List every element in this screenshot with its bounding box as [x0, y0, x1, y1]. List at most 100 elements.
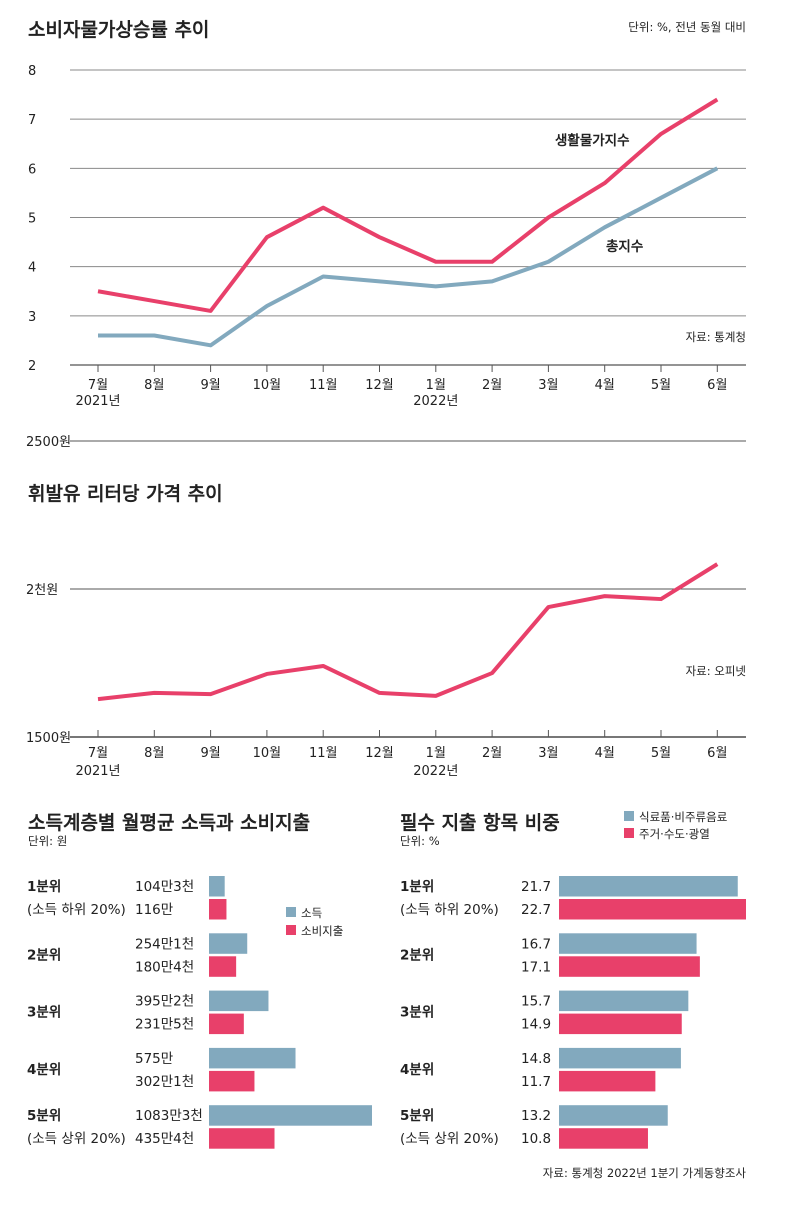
x-tick-label: 8월: [144, 378, 164, 393]
x-tick-label: 9월: [200, 746, 220, 761]
x-tick-label: 12월: [365, 378, 394, 393]
y-tick-label: 2: [28, 359, 36, 374]
bar-blue: [559, 1105, 668, 1126]
value-label: 15.7: [521, 994, 551, 1010]
legend-swatch-housing: [624, 828, 634, 838]
group-sublabel: (소득 하위 20%): [27, 902, 126, 918]
x-tick-label: 2월: [482, 378, 502, 393]
x-tick-label: 8월: [144, 746, 164, 761]
bar-blue: [209, 933, 248, 954]
value-label: 302만1천: [135, 1074, 194, 1090]
group-label: 3분위: [27, 1005, 61, 1021]
group-label: 4분위: [400, 1062, 434, 1078]
bar-blue: [209, 1105, 372, 1126]
value-label: 231만5천: [135, 1017, 194, 1033]
y-tick-label: 3: [28, 310, 36, 325]
source-label: 자료: 통계청: [686, 330, 746, 344]
unit-label: 단위: %, 전년 동월 대비: [628, 20, 746, 34]
series-line-total: [98, 166, 719, 348]
y-tick-label: 5: [28, 212, 36, 227]
x-tick-label: 11월: [309, 378, 338, 393]
x-tick-label: 3월: [538, 746, 558, 761]
value-label: 116만: [135, 902, 173, 918]
year-label: 2022년: [413, 764, 458, 779]
x-tick-label: 6월: [707, 746, 727, 761]
bar-blue: [209, 990, 269, 1012]
x-tick-label: 10월: [253, 746, 282, 761]
value-label: 575만: [135, 1051, 173, 1067]
legend-label: 주거·수도·광열: [639, 827, 710, 841]
x-tick-label: 4월: [595, 378, 615, 393]
x-tick-label: 11월: [309, 746, 338, 761]
value-label: 17.1: [521, 959, 551, 975]
bar-blue: [559, 990, 689, 1012]
x-tick-label: 9월: [200, 378, 220, 393]
y-tick-label: 2500원: [26, 435, 71, 450]
x-tick-label: 12월: [365, 746, 394, 761]
chart-title: 소득계층별 월평균 소득과 소비지출: [28, 812, 310, 834]
x-tick-label: 2월: [482, 746, 502, 761]
unit-label: 단위: %: [400, 834, 440, 848]
bar-red: [209, 956, 237, 977]
chart-title: 휘발유 리터당 가격 추이: [28, 483, 223, 505]
legend-swatch-spending: [286, 925, 296, 935]
value-label: 435만4천: [135, 1131, 194, 1147]
group-sublabel: (소득 하위 20%): [400, 902, 499, 918]
legend-label: 소득: [301, 906, 322, 920]
x-tick-label: 7월: [88, 378, 108, 393]
value-label: 10.8: [521, 1131, 551, 1147]
value-label: 11.7: [521, 1074, 551, 1090]
x-tick-label: 3월: [538, 378, 558, 393]
chart-title: 필수 지출 항목 비중: [400, 812, 560, 834]
value-label: 13.2: [521, 1108, 551, 1124]
bar-red: [559, 1128, 648, 1149]
x-tick-label: 6월: [707, 378, 727, 393]
value-label: 14.9: [521, 1017, 551, 1033]
source-label: 자료: 오피넷: [686, 664, 746, 678]
y-tick-label: 6: [28, 162, 36, 177]
value-label: 14.8: [521, 1051, 551, 1067]
group-label: 2분위: [27, 947, 61, 963]
year-label: 2022년: [413, 394, 458, 409]
x-tick-label: 10월: [253, 378, 282, 393]
bar-blue: [559, 1047, 681, 1069]
series-line-diesel: [97, 562, 719, 702]
series-line-living: [97, 97, 719, 313]
bar-blue: [209, 876, 225, 897]
value-label: 21.7: [521, 879, 551, 895]
unit-label: 단위: 원: [28, 834, 67, 848]
bar-red: [209, 899, 227, 920]
chart-title: 소비자물가상승률 추이: [28, 19, 209, 41]
group-label: 3분위: [400, 1005, 434, 1021]
y-tick-label: 2천원: [26, 583, 58, 598]
series-label: 생활물가지수: [555, 132, 630, 149]
group-label: 1분위: [400, 879, 434, 895]
bar-red: [209, 1013, 244, 1035]
bar-red: [559, 1013, 682, 1035]
series-label: 총지수: [606, 239, 643, 255]
x-tick-label: 7월: [88, 746, 108, 761]
value-label: 1083만3천: [135, 1108, 203, 1124]
bar-red: [559, 956, 700, 977]
x-tick-label: 4월: [595, 746, 615, 761]
source-label: 자료: 통계청 2022년 1분기 가계동향조사: [543, 1166, 747, 1180]
bar-blue: [209, 1047, 296, 1069]
legend-label: 식료품·비주류음료: [639, 810, 727, 824]
x-tick-label: 1월: [426, 746, 446, 761]
value-label: 16.7: [521, 936, 551, 952]
x-tick-label: 1월: [426, 378, 446, 393]
y-tick-label: 8: [28, 64, 36, 79]
legend-swatch-food: [624, 811, 634, 821]
bar-red: [559, 1070, 656, 1092]
group-label: 5분위: [27, 1108, 61, 1124]
group-sublabel: (소득 상위 20%): [400, 1131, 499, 1147]
year-label: 2021년: [75, 764, 120, 779]
bar-blue: [559, 876, 738, 897]
legend-swatch-income: [286, 907, 296, 917]
y-tick-label: 4: [28, 261, 36, 276]
group-label: 4분위: [27, 1062, 61, 1078]
group-label: 5분위: [400, 1108, 434, 1124]
bar-red: [559, 899, 746, 920]
value-label: 395만2천: [135, 994, 194, 1010]
